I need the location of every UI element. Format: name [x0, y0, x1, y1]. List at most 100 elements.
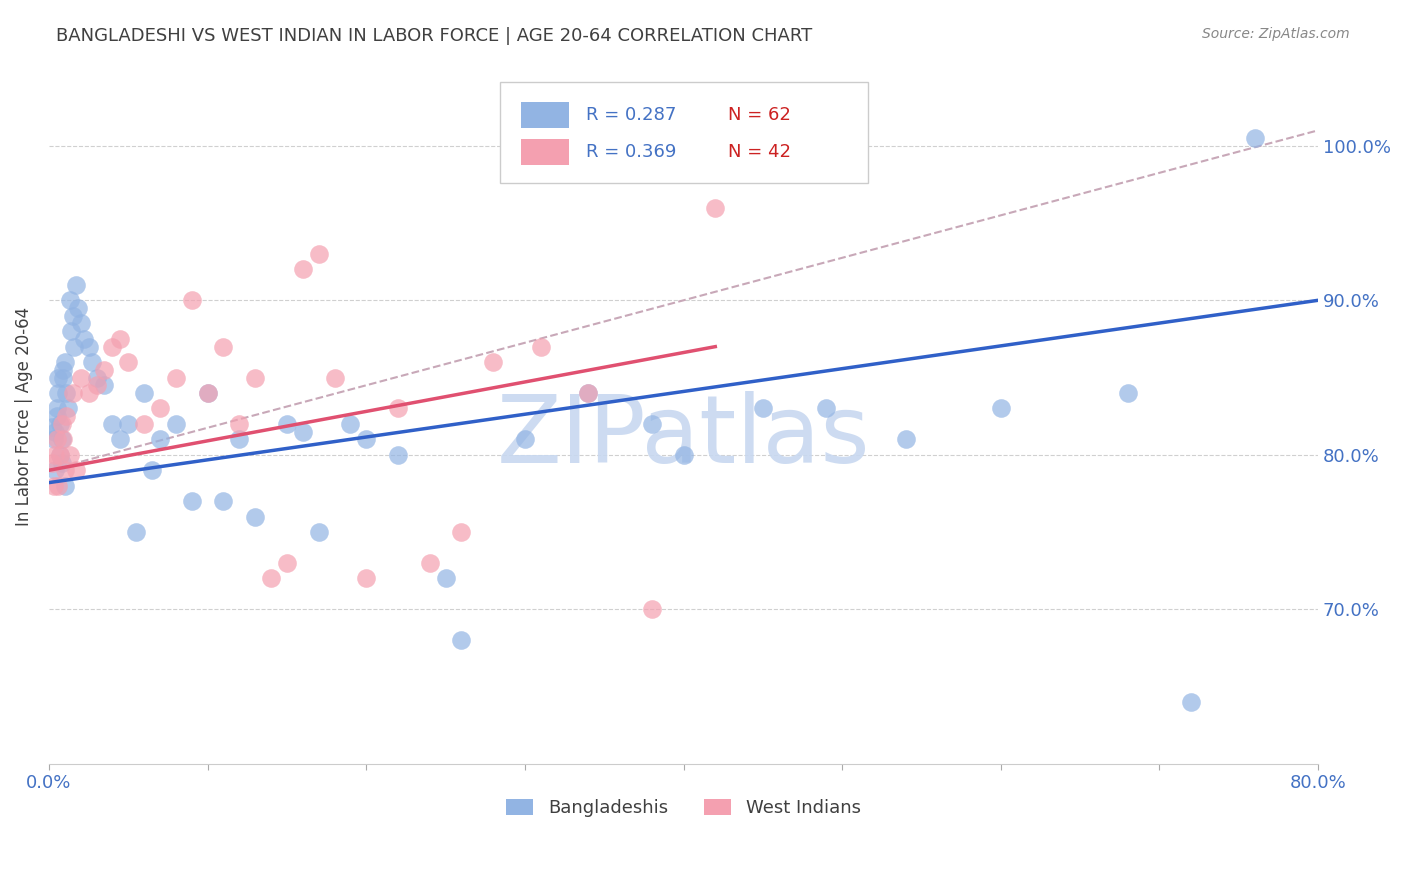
Point: [117, 355, 139, 369]
Point: [66, 301, 89, 315]
Point: [387, 448, 409, 462]
Point: [339, 417, 361, 431]
Point: [641, 417, 664, 431]
Point: [291, 262, 314, 277]
Point: [58, 448, 80, 462]
Point: [308, 524, 330, 539]
Point: [65, 277, 87, 292]
Point: [69, 370, 91, 384]
Point: [51, 417, 73, 431]
Point: [434, 571, 457, 585]
Point: [62, 386, 84, 401]
Point: [197, 386, 219, 401]
Point: [308, 247, 330, 261]
Point: [80, 355, 103, 369]
Point: [134, 386, 156, 401]
Point: [117, 417, 139, 431]
Point: [276, 556, 298, 570]
Text: N = 42: N = 42: [728, 143, 792, 161]
Point: [197, 386, 219, 401]
Point: [212, 494, 235, 508]
Point: [49, 448, 72, 462]
Point: [56, 401, 79, 416]
Point: [53, 355, 76, 369]
Point: [101, 340, 124, 354]
Point: [260, 571, 283, 585]
Point: [1116, 386, 1139, 401]
FancyBboxPatch shape: [522, 102, 569, 128]
Point: [77, 386, 100, 401]
Text: BANGLADESHI VS WEST INDIAN IN LABOR FORCE | AGE 20-64 CORRELATION CHART: BANGLADESHI VS WEST INDIAN IN LABOR FORC…: [56, 27, 813, 45]
Y-axis label: In Labor Force | Age 20-64: In Labor Force | Age 20-64: [15, 307, 32, 525]
Point: [52, 433, 75, 447]
Point: [44, 425, 66, 439]
Point: [86, 378, 108, 392]
Point: [228, 417, 250, 431]
Point: [815, 401, 838, 416]
Point: [58, 293, 80, 308]
Text: Source: ZipAtlas.com: Source: ZipAtlas.com: [1202, 27, 1350, 41]
Point: [276, 417, 298, 431]
Text: ZIPatlas: ZIPatlas: [496, 391, 870, 483]
Point: [53, 479, 76, 493]
Point: [165, 417, 187, 431]
Point: [450, 524, 472, 539]
Point: [576, 386, 599, 401]
Point: [49, 448, 72, 462]
Point: [165, 370, 187, 384]
Point: [45, 409, 67, 424]
Point: [55, 409, 77, 424]
Legend: Bangladeshis, West Indians: Bangladeshis, West Indians: [499, 791, 868, 824]
Point: [93, 378, 115, 392]
Point: [704, 201, 727, 215]
Point: [134, 417, 156, 431]
Point: [48, 370, 70, 384]
Point: [245, 509, 267, 524]
Point: [894, 433, 917, 447]
FancyBboxPatch shape: [522, 139, 569, 165]
Point: [356, 433, 378, 447]
Point: [86, 370, 108, 384]
Point: [1180, 695, 1202, 709]
Point: [73, 332, 96, 346]
Point: [180, 293, 202, 308]
Point: [141, 463, 163, 477]
Point: [45, 401, 67, 416]
Point: [42, 479, 65, 493]
Point: [291, 425, 314, 439]
Point: [60, 324, 83, 338]
Point: [52, 363, 75, 377]
Point: [65, 463, 87, 477]
Text: R = 0.369: R = 0.369: [586, 143, 676, 161]
Point: [356, 571, 378, 585]
Point: [641, 602, 664, 616]
Point: [450, 633, 472, 648]
Point: [530, 340, 553, 354]
Point: [52, 370, 75, 384]
Point: [323, 370, 346, 384]
Point: [48, 386, 70, 401]
Text: R = 0.287: R = 0.287: [586, 106, 676, 124]
Point: [51, 456, 73, 470]
Point: [49, 417, 72, 431]
Point: [53, 463, 76, 477]
Point: [44, 463, 66, 477]
Point: [245, 370, 267, 384]
Point: [110, 332, 132, 346]
Point: [55, 386, 77, 401]
Point: [110, 433, 132, 447]
Point: [63, 340, 86, 354]
Point: [42, 433, 65, 447]
Point: [752, 401, 775, 416]
Point: [45, 433, 67, 447]
Point: [419, 556, 441, 570]
Point: [48, 479, 70, 493]
Point: [180, 494, 202, 508]
Point: [228, 433, 250, 447]
Point: [41, 456, 63, 470]
Point: [576, 386, 599, 401]
Point: [51, 433, 73, 447]
Point: [93, 363, 115, 377]
Point: [1243, 131, 1265, 145]
Point: [672, 448, 695, 462]
